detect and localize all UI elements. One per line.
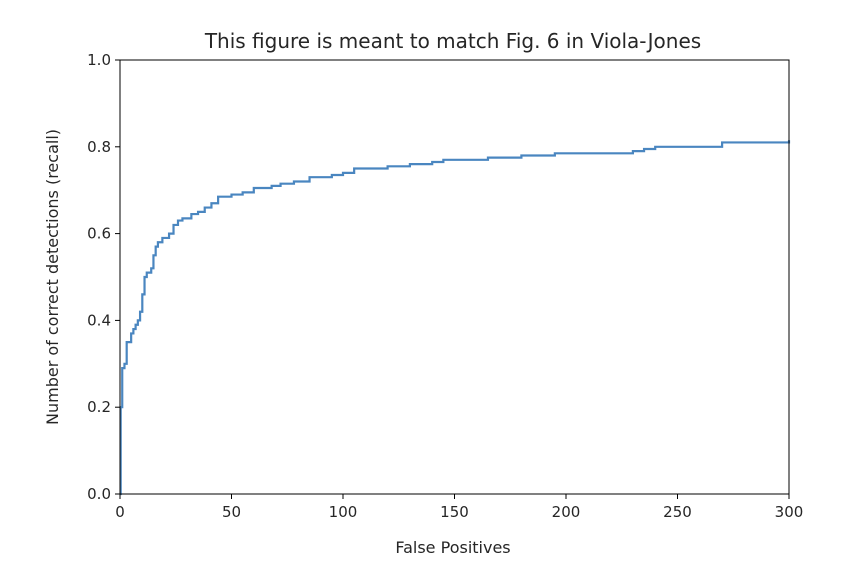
y-tick-label: 0.0	[87, 485, 111, 503]
y-axis-label: Number of correct detections (recall)	[43, 129, 62, 425]
y-tick-label: 0.8	[87, 138, 111, 156]
axes-frame	[119, 59, 790, 495]
series-line-recall	[119, 140, 791, 496]
x-tick-label: 100	[329, 503, 358, 521]
y-tick-label: 0.6	[87, 225, 111, 243]
x-tick-label: 200	[552, 503, 581, 521]
y-axis-ticks: 0.0 0.2 0.4 0.6 0.8 1.0	[87, 51, 120, 503]
x-axis-ticks: 0 50 100 150 200 250 300	[115, 494, 803, 521]
x-axis-label: False Positives	[395, 538, 510, 557]
x-tick-label: 150	[440, 503, 469, 521]
y-tick-label: 1.0	[87, 51, 111, 69]
x-tick-label: 250	[663, 503, 692, 521]
y-tick-label: 0.2	[87, 398, 111, 416]
plot-area	[119, 140, 791, 496]
chart-title: This figure is meant to match Fig. 6 in …	[204, 29, 701, 53]
x-tick-label: 50	[222, 503, 241, 521]
x-tick-label: 0	[115, 503, 125, 521]
x-tick-label: 300	[775, 503, 804, 521]
y-tick-label: 0.4	[87, 311, 111, 329]
